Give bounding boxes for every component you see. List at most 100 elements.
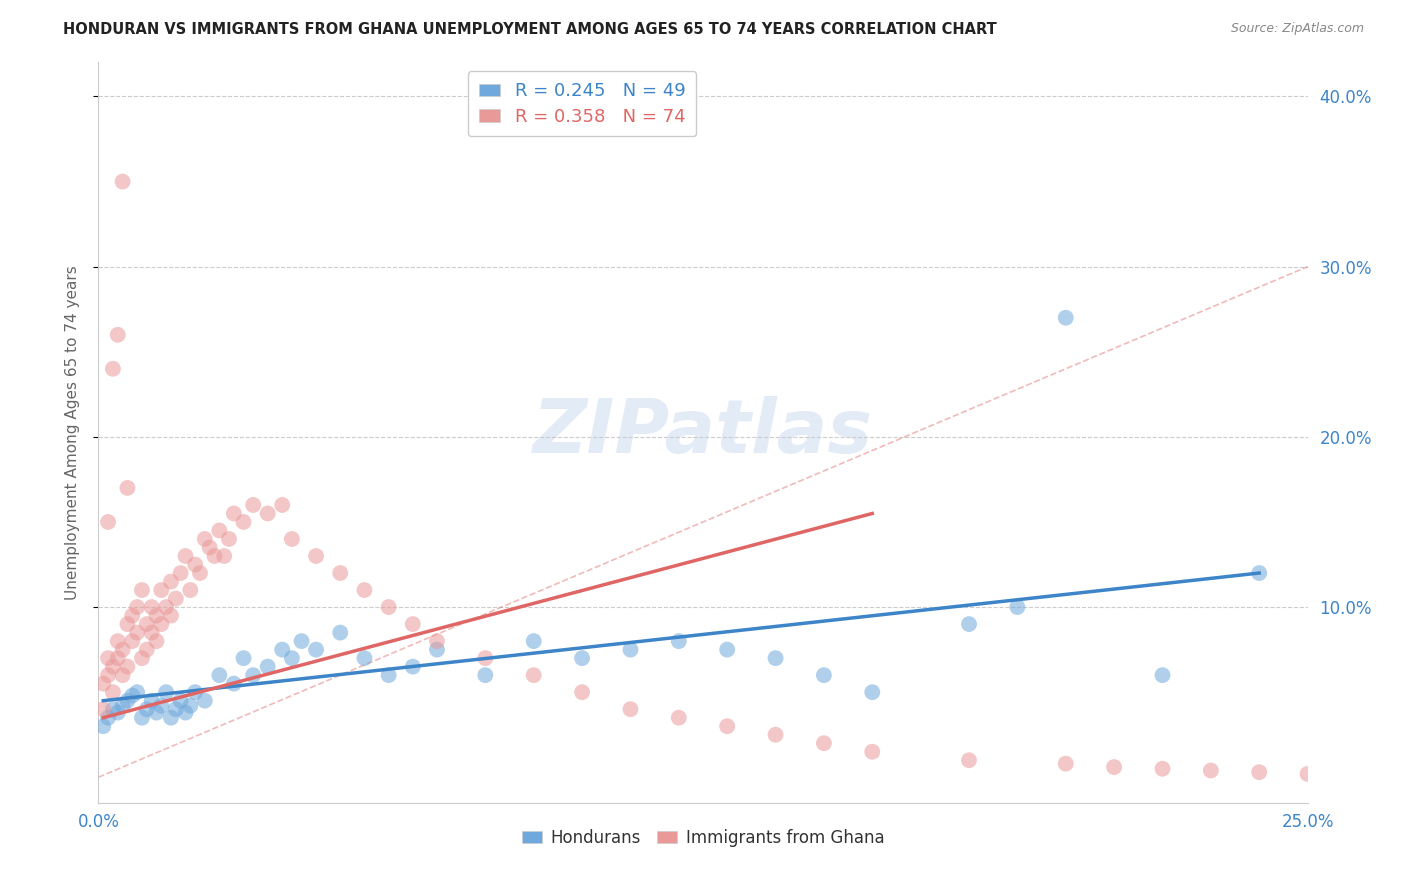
Point	[194, 532, 217, 546]
Point	[271, 498, 294, 512]
Point	[160, 574, 183, 589]
Point	[107, 706, 129, 720]
Point	[169, 694, 191, 708]
Point	[765, 728, 787, 742]
Point	[155, 685, 177, 699]
Point	[281, 651, 304, 665]
Point	[107, 327, 129, 342]
Point	[1152, 762, 1174, 776]
Point	[523, 668, 546, 682]
Point	[402, 659, 425, 673]
Point	[179, 698, 201, 713]
Point	[474, 651, 496, 665]
Point	[169, 566, 191, 580]
Point	[145, 706, 167, 720]
Point	[97, 668, 120, 682]
Point	[1249, 566, 1271, 580]
Point	[256, 507, 278, 521]
Point	[97, 651, 120, 665]
Point	[111, 642, 134, 657]
Point	[668, 711, 690, 725]
Point	[111, 698, 134, 713]
Point	[184, 685, 207, 699]
Point	[957, 617, 980, 632]
Point	[165, 702, 187, 716]
Point	[860, 745, 883, 759]
Point	[165, 591, 187, 606]
Point	[222, 507, 245, 521]
Point	[290, 634, 312, 648]
Point	[117, 481, 139, 495]
Point	[353, 651, 375, 665]
Point	[91, 719, 114, 733]
Point	[107, 651, 129, 665]
Point	[813, 736, 835, 750]
Text: ZIPatlas: ZIPatlas	[533, 396, 873, 469]
Point	[101, 659, 124, 673]
Legend: Hondurans, Immigrants from Ghana: Hondurans, Immigrants from Ghana	[515, 822, 891, 854]
Point	[212, 549, 235, 563]
Point	[271, 642, 294, 657]
Point	[101, 702, 124, 716]
Point	[179, 582, 201, 597]
Point	[117, 694, 139, 708]
Point	[1054, 756, 1077, 771]
Point	[117, 617, 139, 632]
Point	[188, 566, 211, 580]
Point	[426, 642, 449, 657]
Point	[402, 617, 425, 632]
Point	[194, 694, 217, 708]
Point	[860, 685, 883, 699]
Point	[242, 498, 264, 512]
Point	[1296, 767, 1319, 781]
Point	[141, 694, 163, 708]
Text: HONDURAN VS IMMIGRANTS FROM GHANA UNEMPLOYMENT AMONG AGES 65 TO 74 YEARS CORRELA: HONDURAN VS IMMIGRANTS FROM GHANA UNEMPL…	[63, 22, 997, 37]
Point	[222, 676, 245, 690]
Point	[198, 541, 221, 555]
Point	[131, 711, 153, 725]
Point	[184, 558, 207, 572]
Point	[619, 642, 641, 657]
Point	[131, 651, 153, 665]
Point	[101, 685, 124, 699]
Point	[111, 175, 134, 189]
Point	[571, 685, 593, 699]
Point	[474, 668, 496, 682]
Point	[150, 698, 173, 713]
Point	[232, 651, 254, 665]
Point	[256, 659, 278, 673]
Point	[208, 524, 231, 538]
Point	[150, 617, 173, 632]
Point	[135, 617, 157, 632]
Point	[160, 608, 183, 623]
Text: Source: ZipAtlas.com: Source: ZipAtlas.com	[1230, 22, 1364, 36]
Point	[127, 600, 149, 615]
Point	[145, 634, 167, 648]
Point	[377, 600, 399, 615]
Point	[281, 532, 304, 546]
Point	[155, 600, 177, 615]
Point	[1152, 668, 1174, 682]
Point	[101, 361, 124, 376]
Point	[1102, 760, 1125, 774]
Point	[957, 753, 980, 767]
Point	[127, 685, 149, 699]
Point	[111, 668, 134, 682]
Point	[97, 711, 120, 725]
Point	[117, 659, 139, 673]
Point	[242, 668, 264, 682]
Point	[141, 600, 163, 615]
Point	[135, 702, 157, 716]
Point	[305, 549, 328, 563]
Point	[668, 634, 690, 648]
Point	[97, 515, 120, 529]
Point	[377, 668, 399, 682]
Point	[716, 642, 738, 657]
Point	[619, 702, 641, 716]
Point	[329, 566, 352, 580]
Point	[716, 719, 738, 733]
Point	[305, 642, 328, 657]
Point	[232, 515, 254, 529]
Point	[121, 689, 143, 703]
Point	[204, 549, 226, 563]
